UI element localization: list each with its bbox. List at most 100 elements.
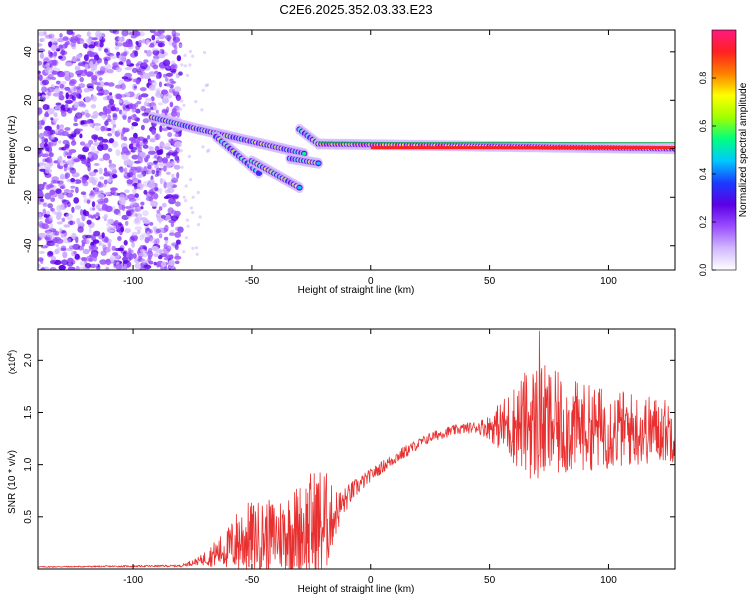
noise-blob (120, 52, 125, 57)
noise-blob (175, 226, 181, 231)
noise-blob (97, 182, 104, 189)
ridge-core (297, 186, 302, 190)
noise-blob (195, 252, 199, 256)
x-tick-label: 50 (484, 575, 496, 586)
noise-blob (63, 189, 71, 193)
noise-blob (54, 87, 61, 94)
snr-ylabel: SNR (10 * v/v) (7, 450, 18, 514)
noise-blob (52, 180, 61, 184)
noise-blob (158, 233, 163, 239)
noise-blob (170, 64, 176, 69)
noise-blob (65, 213, 73, 221)
noise-blob (92, 207, 96, 211)
noise-blob (176, 172, 180, 179)
noise-blob (141, 112, 150, 117)
noise-blob (89, 60, 94, 68)
noise-blob (73, 197, 80, 204)
noise-blob (171, 60, 176, 66)
snr-y-ticks: 0.5 1.0 1.5 2.0 (23, 353, 675, 524)
noise-blob (101, 89, 110, 96)
noise-blob (126, 210, 132, 217)
noise-blob (40, 119, 46, 126)
noise-blob (161, 144, 166, 149)
noise-blob (97, 193, 105, 199)
noise-blob (45, 34, 53, 39)
noise-blob (104, 191, 111, 195)
noise-blob (176, 148, 184, 153)
noise-blob (131, 147, 138, 151)
noise-blob (158, 81, 163, 88)
noise-blob (65, 72, 69, 77)
noise-blob (159, 48, 165, 54)
snr-frame (37, 328, 676, 570)
noise-blob (82, 248, 90, 255)
noise-blob (155, 109, 159, 114)
noise-blob (59, 50, 68, 56)
noise-blob (153, 253, 160, 258)
noise-blob (47, 251, 54, 256)
noise-blob (135, 197, 140, 201)
noise-blob (48, 142, 54, 148)
noise-blob (112, 174, 118, 179)
noise-blob (50, 117, 54, 121)
noise-blob (64, 62, 73, 67)
noise-blob (165, 77, 169, 82)
noise-blob (87, 214, 93, 218)
noise-blob (121, 109, 128, 117)
colorbar: 0.0 0.2 0.4 0.6 0.8 Normalized spectral ampl… (698, 29, 749, 277)
noise-blob (145, 97, 153, 102)
noise-blob (60, 81, 67, 85)
noise-blob (95, 204, 101, 210)
noise-blob (88, 244, 95, 249)
noise-blob (44, 67, 53, 74)
noise-blob (174, 244, 179, 251)
noise-blob (69, 220, 73, 226)
noise-blob (168, 88, 175, 94)
noise-blob (194, 100, 198, 104)
noise-blob (81, 120, 88, 125)
noise-blob (135, 63, 140, 67)
ridge-core (256, 171, 262, 175)
noise-blob (139, 266, 146, 270)
noise-blob (134, 262, 141, 269)
x-tick-label: -100 (123, 276, 143, 287)
x-tick-label: -100 (123, 575, 143, 586)
spectrogram-xlabel: Height of straight line (km) (298, 285, 415, 296)
noise-blob (138, 39, 142, 45)
noise-blob (48, 33, 55, 39)
noise-blob (108, 138, 115, 144)
noise-blob (46, 210, 50, 215)
noise-blob (158, 169, 162, 177)
noise-blob (114, 93, 121, 100)
noise-blob (175, 239, 181, 245)
noise-blob (47, 203, 53, 209)
noise-blob (184, 184, 188, 188)
colorbar-tick-label: 0.6 (698, 120, 708, 133)
noise-blob (182, 250, 186, 254)
colorbar-tick-label: 0.4 (698, 168, 708, 181)
noise-blob (161, 261, 167, 268)
noise-blob (94, 187, 100, 193)
x-tick-label: 50 (484, 276, 496, 287)
colorbar-tick-label: 0.0 (698, 264, 708, 277)
noise-blob (175, 253, 179, 258)
noise-blob (50, 197, 56, 203)
noise-blob (176, 111, 180, 118)
noise-blob (204, 84, 208, 88)
noise-blob (38, 70, 42, 74)
y-tick-label: 0.5 (23, 509, 34, 523)
noise-blob (163, 196, 170, 199)
noise-blob (86, 119, 91, 124)
noise-blob (56, 205, 63, 212)
noise-blob (91, 134, 99, 140)
y-tick-label: 20 (23, 94, 34, 106)
noise-blob (134, 193, 139, 199)
noise-blob (90, 104, 97, 109)
noise-blob (51, 70, 59, 75)
noise-blob (103, 179, 108, 185)
noise-blob (90, 66, 95, 73)
noise-blob (131, 241, 135, 248)
noise-blob (64, 144, 70, 149)
noise-blob (83, 143, 91, 149)
noise-blob (79, 260, 87, 266)
